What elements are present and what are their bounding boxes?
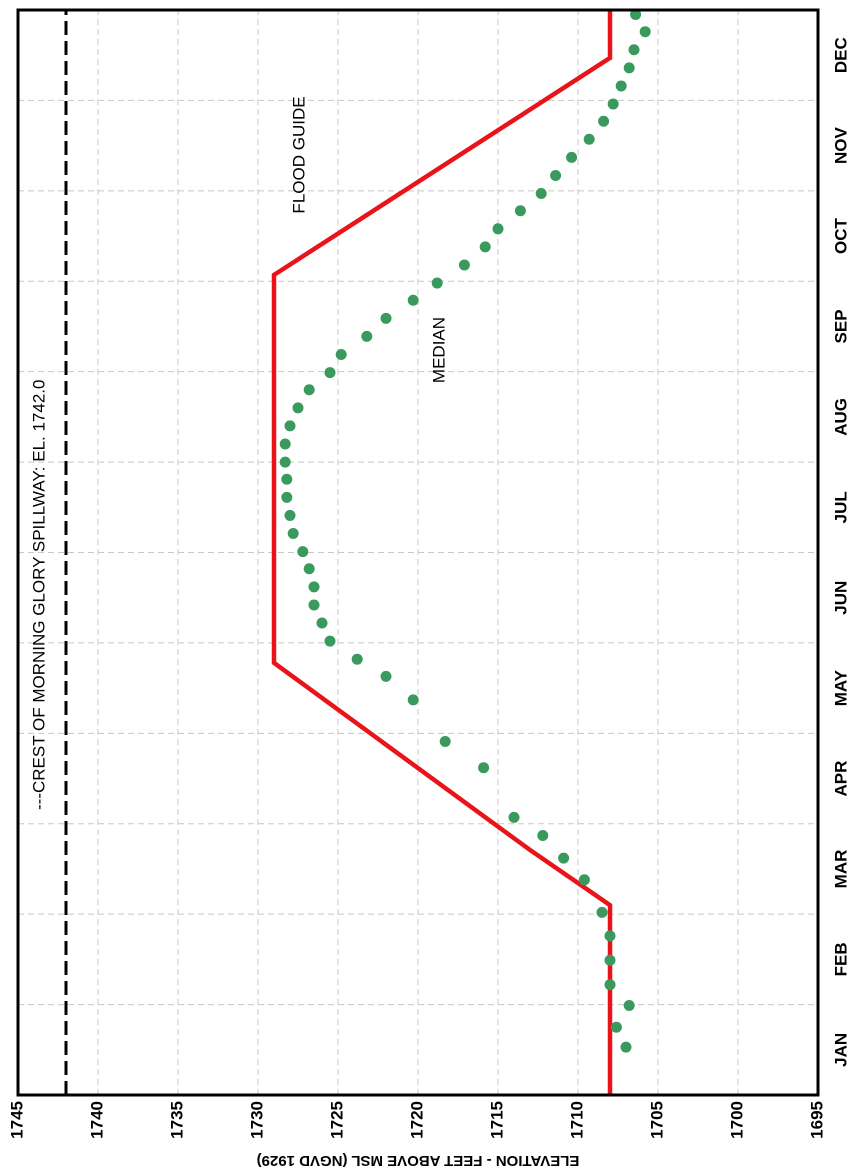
median-dot	[324, 367, 336, 379]
y-tick-label: 1725	[327, 1101, 346, 1139]
y-tick-label: 1715	[487, 1101, 506, 1139]
x-tick-label: JUL	[831, 491, 850, 523]
median-dot	[335, 348, 347, 360]
y-tick-label: 1710	[567, 1101, 586, 1139]
y-tick-label: 1735	[167, 1101, 186, 1139]
median-dot	[439, 735, 451, 747]
y-tick-label: 1720	[407, 1101, 426, 1139]
median-dot	[361, 330, 373, 342]
median-dot	[615, 80, 627, 92]
flood-guide-line	[271, 10, 613, 1095]
median-dot	[308, 599, 320, 611]
median-dot	[537, 830, 549, 842]
y-tick-label: 1740	[87, 1101, 106, 1139]
median-dot	[281, 473, 293, 485]
median-dot	[604, 954, 616, 966]
median-dot	[308, 581, 320, 593]
median-dot	[279, 438, 291, 450]
median-dot	[550, 169, 562, 181]
median-dot	[324, 635, 336, 647]
median-dot	[514, 205, 526, 217]
series-label: MEDIAN	[429, 317, 448, 383]
median-dot	[583, 133, 595, 145]
median-dot	[492, 223, 504, 235]
median-dot	[508, 811, 520, 823]
median-dot	[478, 762, 490, 774]
plot-frame	[16, 8, 820, 1097]
median-dot	[604, 979, 616, 991]
median-dot	[620, 1041, 632, 1053]
reference-label: ---CREST OF MORNING GLORY SPILLWAY: EL. …	[29, 380, 48, 810]
median-dot	[578, 874, 590, 886]
median-dot	[623, 999, 635, 1011]
median-dot	[316, 617, 328, 629]
median-dot	[380, 312, 392, 324]
y-tick-label: 1695	[807, 1101, 826, 1139]
median-dot	[351, 653, 363, 665]
median-dot	[598, 115, 610, 127]
median-dot	[607, 98, 619, 110]
median-dot	[407, 694, 419, 706]
median-dot	[303, 563, 315, 575]
median-dot	[297, 546, 309, 558]
median-dot	[604, 930, 616, 942]
y-tick-label: 1745	[7, 1101, 26, 1139]
rotated-chart: 1695 1700 1705 1710 1715 1720 1725 1730 1735 1740…	[7, 8, 850, 1169]
y-tick-label: 1730	[247, 1101, 266, 1139]
median-dot	[479, 241, 491, 253]
median-dot	[287, 528, 299, 540]
median-dot	[407, 294, 419, 306]
x-tick-label: MAR	[831, 850, 850, 889]
median-dot	[281, 491, 293, 503]
x-tick-label: JUN	[831, 581, 850, 615]
series-label: FLOOD GUIDE	[289, 96, 308, 213]
x-tick-label: NOV	[831, 127, 850, 165]
y-tick-label: 1705	[647, 1101, 666, 1139]
median-dot	[284, 509, 296, 521]
median-dot	[535, 188, 547, 200]
median-dot	[639, 26, 651, 38]
median-dot	[284, 420, 296, 432]
x-tick-label: DEC	[831, 37, 850, 73]
y-tick-label: 1700	[727, 1101, 746, 1139]
median-dot	[303, 384, 315, 396]
median-dot	[630, 9, 642, 21]
median-dot	[279, 456, 291, 468]
x-tick-label: JAN	[831, 1033, 850, 1067]
x-tick-label: OCT	[831, 217, 850, 254]
x-tick-label: SEP	[831, 309, 850, 343]
x-tick-label: FEB	[831, 942, 850, 976]
x-tick-label: APR	[831, 761, 850, 797]
median-dot	[628, 44, 640, 56]
median-dot	[292, 402, 304, 414]
median-dot	[431, 277, 443, 289]
median-dot	[596, 906, 608, 918]
median-dot	[458, 259, 470, 271]
x-tick-label: MAY	[831, 669, 850, 706]
x-tick-label: AUG	[831, 398, 850, 436]
median-dot	[380, 670, 392, 682]
median-dot	[566, 151, 578, 163]
median-dot	[558, 852, 570, 864]
median-dot	[623, 62, 635, 74]
y-axis-title: ELEVATION - FEET ABOVE MSL (NGVD 1929)	[257, 1152, 580, 1169]
median-dot	[610, 1021, 622, 1033]
